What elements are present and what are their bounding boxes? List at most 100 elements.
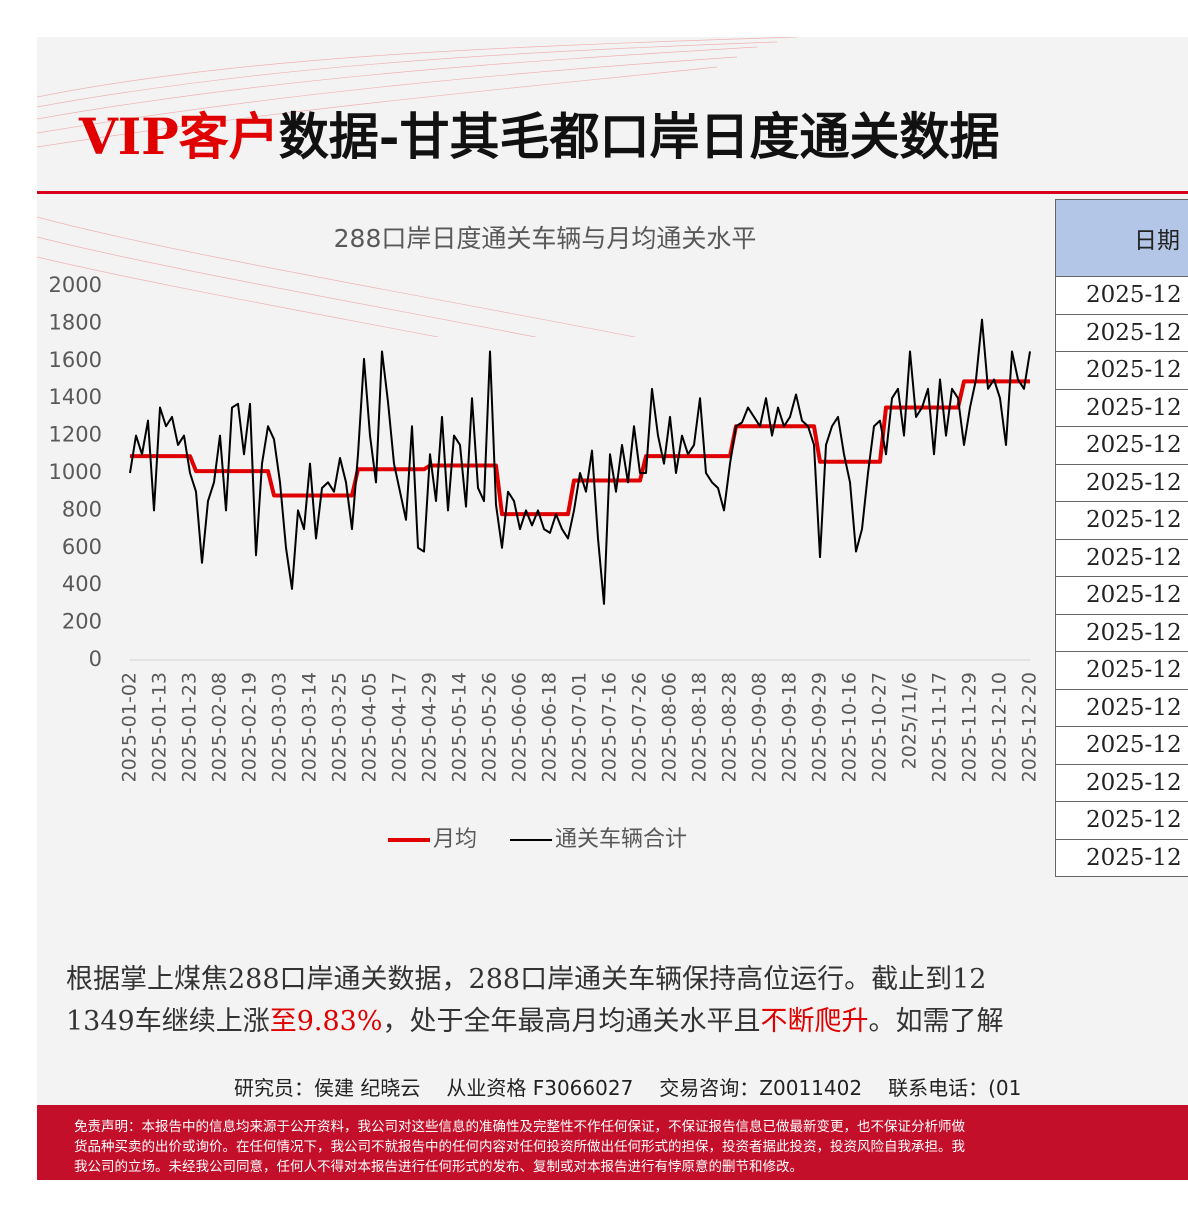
disclaimer-line: 免责声明：本报告中的信息均来源于公开资料，我公司对这些信息的准确性及完整性不作任…	[74, 1119, 965, 1135]
x-tick-label: 2025-01-13	[149, 672, 171, 782]
x-tick-label: 2025-08-18	[689, 672, 711, 782]
chart: 288口岸日度通关车辆与月均通关水平 0 200 400 600 800 1000 1200…	[49, 224, 1041, 852]
table-row: 2025-12	[1055, 538, 1188, 577]
decoration	[37, 37, 798, 337]
x-tick-label: 2025-05-14	[449, 672, 471, 782]
table-row: 2025-12	[1055, 313, 1188, 352]
table-row: 2025-12	[1055, 351, 1188, 390]
table-cell: 2025-12	[1055, 426, 1188, 465]
x-tick-label: 2025-12-20	[1019, 672, 1041, 782]
x-tick-label: 2025-02-19	[239, 672, 261, 782]
title-rule	[37, 191, 1188, 194]
y-tick-label: 1400	[49, 385, 102, 409]
x-tick-label: 2025-03-25	[329, 672, 351, 782]
report: VIP客户数据-甘其毛都口岸日度通关数据 日期 2025-12 2025-12 202…	[37, 37, 1188, 1180]
series-line	[129, 318, 1031, 605]
table-cell: 2025-12	[1055, 313, 1188, 352]
x-tick-label: 2025-06-18	[539, 672, 561, 782]
phone: 联系电话：(01	[888, 1076, 1022, 1100]
series-line	[130, 379, 1030, 517]
table-cell: 2025-12	[1055, 463, 1188, 502]
y-tick-label: 0	[89, 647, 102, 671]
x-tick-label: 2025-08-28	[719, 672, 741, 782]
page-title: VIP客户数据-甘其毛都口岸日度通关数据	[79, 97, 1000, 169]
y-tick-label: 1600	[49, 348, 102, 372]
footer: 研究员：侯建 纪晓云 从业资格 F3066027 交易咨询：Z0011402 联系电话…	[234, 1072, 1047, 1101]
table-row: 2025-12	[1055, 763, 1188, 802]
table-row: 2025-12	[1055, 426, 1188, 465]
y-tick-label: 1800	[49, 310, 102, 334]
table-row: 2025-12	[1055, 388, 1188, 427]
paragraph-line: 1349车继续上涨至9.83%，处于全年最高月均通关水平且不断爬升。如需了解	[66, 999, 1004, 1038]
y-tick-label: 1200	[49, 423, 102, 447]
table-cell: 2025-12	[1055, 276, 1188, 315]
disclaimer-band	[37, 1105, 1188, 1180]
x-tick-label: 2025-04-05	[359, 672, 381, 782]
legend-label: 月均	[433, 827, 477, 852]
table-row: 2025-12	[1055, 576, 1188, 615]
researcher: 研究员：侯建 纪晓云	[234, 1076, 421, 1100]
table-cell: 2025-12	[1055, 801, 1188, 840]
legend-label: 通关车辆合计	[555, 827, 687, 852]
table-cell: 2025-12	[1055, 351, 1188, 390]
y-tick-label: 1000	[49, 460, 102, 484]
x-tick-label: 2025-07-01	[569, 672, 591, 782]
x-tick-label: 2025-07-16	[599, 672, 621, 782]
table-cell: 2025-12	[1055, 576, 1188, 615]
y-tick-label: 800	[62, 497, 102, 521]
x-tick-label: 2025-11-29	[959, 672, 981, 782]
disclaimer-line: 货品种买卖的出价或询价。在任何情况下，我公司不就报告中的任何内容对任何投资所做出…	[74, 1139, 965, 1155]
x-tick-label: 2025-03-03	[269, 672, 291, 782]
table-row: 2025-12	[1055, 726, 1188, 765]
table-cell: 2025-12	[1055, 726, 1188, 765]
x-tick-label: 2025-07-26	[629, 672, 651, 782]
text-highlight: 至9.83%	[269, 1006, 383, 1037]
table-cell: 2025-12	[1055, 538, 1188, 577]
table-cell: 2025-12	[1055, 613, 1188, 652]
x-tick-label: 2025-04-29	[419, 672, 441, 782]
x-tick-label: 2025-09-18	[779, 672, 801, 782]
x-tick-label: 2025-01-02	[119, 672, 141, 782]
table-cell: 2025-12	[1055, 688, 1188, 727]
text-highlight: 不断爬升	[760, 1006, 869, 1037]
text-run: 1349车继续上涨	[66, 1006, 270, 1037]
x-tick-label: 2025-10-27	[869, 672, 891, 782]
consult: 交易咨询：Z0011402	[659, 1076, 863, 1100]
table-row: 2025-12	[1055, 501, 1188, 540]
x-tick-label: 2025-09-29	[809, 672, 831, 782]
x-tick-label: 2025-12-10	[989, 672, 1011, 782]
table-row: 2025-12	[1055, 276, 1188, 315]
disclaimer-line: 我公司的立场。未经我公司同意，任何人不得对本报告进行任何形式的发布、复制或对本报…	[74, 1159, 803, 1175]
table-cell: 2025-12	[1055, 838, 1188, 877]
x-tick-label: 2025-10-16	[839, 672, 861, 782]
table-cell: 2025-12	[1055, 651, 1188, 690]
chart-title: 288口岸日度通关车辆与月均通关水平	[334, 224, 757, 253]
x-tick-label: 2025-01-23	[179, 672, 201, 782]
table-row: 2025-12	[1055, 688, 1188, 727]
title-rest: 数据-甘其毛都口岸日度通关数据	[278, 107, 1000, 166]
x-tick-label: 2025-08-06	[659, 672, 681, 782]
paragraph-line: 根据掌上煤焦288口岸通关数据，288口岸通关车辆保持高位运行。截止到12	[66, 964, 987, 995]
table-row: 2025-12	[1055, 463, 1188, 502]
y-tick-label: 600	[62, 535, 102, 559]
table-cell: 2025-12	[1055, 763, 1188, 802]
x-tick-label: 2025-11-17	[929, 672, 951, 782]
x-tick-label: 2025-04-17	[389, 672, 411, 782]
title-red: VIP客户	[79, 107, 279, 166]
x-tick-label: 2025-03-14	[299, 672, 321, 782]
table-cell: 2025-12	[1055, 501, 1188, 540]
y-tick-label: 2000	[49, 273, 102, 297]
text-run: 。如需了解	[868, 1006, 1004, 1037]
table-row: 2025-12	[1055, 613, 1188, 652]
table-row: 2025-12	[1055, 651, 1188, 690]
y-tick-label: 200	[62, 610, 102, 634]
table-row: 2025-12	[1055, 838, 1188, 877]
table-header: 日期	[1055, 199, 1188, 277]
x-tick-label: 2025-05-26	[479, 672, 501, 782]
x-tick-label: 2025-06-06	[509, 672, 531, 782]
y-tick-label: 400	[62, 572, 102, 596]
table-cell: 2025-12	[1055, 388, 1188, 427]
text-run: ，处于全年最高月均通关水平且	[382, 1006, 761, 1037]
license: 从业资格 F3066027	[446, 1076, 634, 1100]
